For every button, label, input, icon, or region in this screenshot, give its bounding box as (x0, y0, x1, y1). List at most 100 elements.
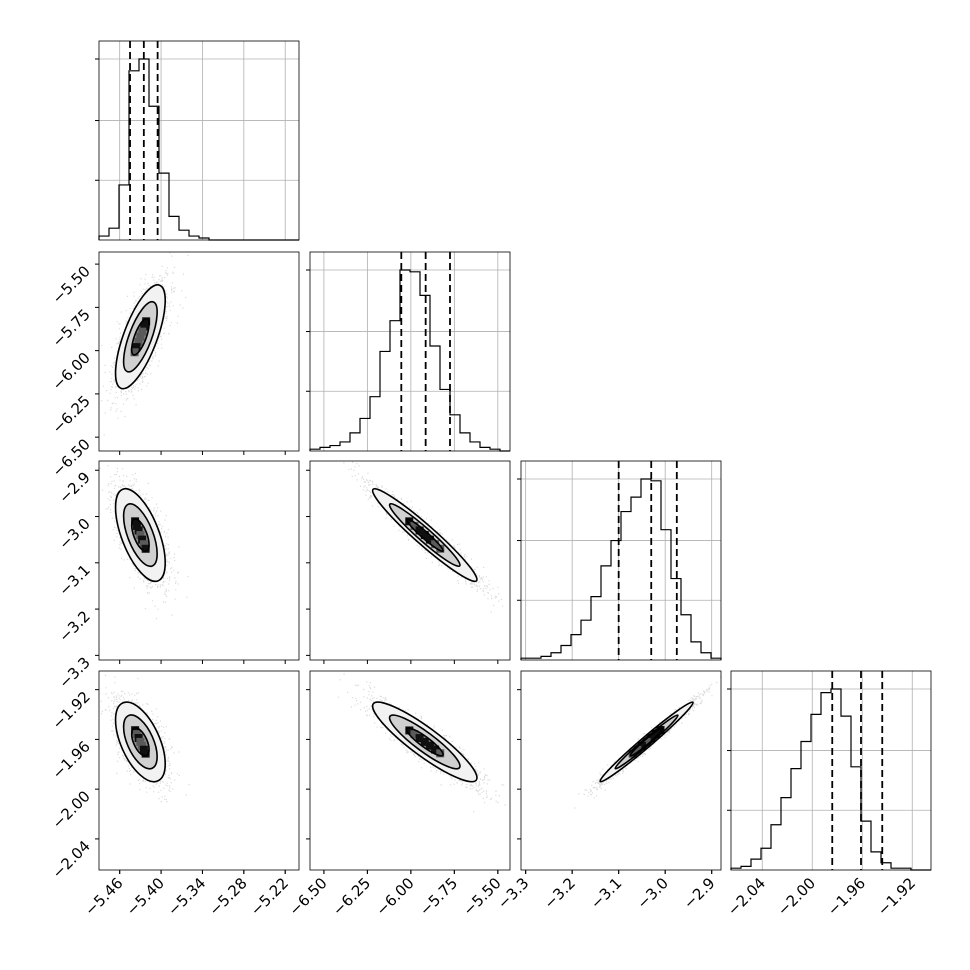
scatter-panel (306, 460, 511, 664)
density-cell (139, 540, 148, 549)
contour-line (130, 518, 150, 553)
x-tick-label: −1.96 (824, 874, 869, 919)
density-cell (436, 544, 445, 553)
density-cell (425, 741, 434, 750)
density-cell (132, 521, 141, 530)
panel-content (101, 252, 189, 436)
x-tick-label: −6.50 (286, 874, 331, 919)
panel-content (574, 676, 721, 809)
y-tick-label: −6.50 (49, 435, 94, 480)
y-tick-label: −2.04 (49, 837, 94, 882)
density-cell (132, 343, 141, 352)
histogram-panel (517, 460, 722, 661)
density-cell (141, 749, 150, 758)
density-cell (647, 733, 656, 742)
contour-line (405, 518, 444, 553)
density-cell (131, 517, 140, 526)
x-tick-label: −3.2 (540, 874, 578, 912)
histogram-steps (309, 269, 510, 452)
contour-line (122, 300, 158, 373)
density-cell (656, 726, 665, 735)
contour-line (599, 701, 694, 783)
y-tick-label: −1.92 (49, 688, 94, 733)
x-tick-label: −2.04 (724, 874, 769, 919)
density-cell (142, 317, 151, 326)
panel-frame (520, 460, 722, 661)
x-tick-label: −3.0 (634, 874, 672, 912)
panel-frame (98, 40, 300, 241)
contour-line (114, 284, 167, 390)
contour-line (130, 317, 150, 356)
density-cell (130, 348, 139, 357)
panel-frame (98, 460, 300, 661)
x-tick-label: −5.75 (416, 874, 461, 919)
contour-line (371, 487, 478, 583)
density-cell (436, 749, 445, 758)
contour-line (629, 727, 664, 757)
x-tick-label: −3.1 (587, 874, 625, 912)
density-cell (141, 544, 150, 553)
x-tick-label: −3.3 (494, 874, 532, 912)
x-tick-label: −5.40 (123, 874, 168, 919)
y-tick-label: −5.75 (49, 305, 94, 350)
panel-content (343, 461, 504, 613)
y-tick-label: −1.96 (49, 738, 94, 783)
density-cell (405, 517, 414, 526)
density-cell (633, 745, 642, 754)
panel-frame (309, 670, 511, 871)
contour-line (371, 701, 478, 783)
density-cell (642, 737, 651, 746)
contour-line (388, 503, 461, 568)
density-cell (431, 540, 440, 549)
density-cell (138, 535, 147, 544)
x-tick-label: −6.25 (329, 874, 374, 919)
density-cell (415, 526, 424, 535)
density-cell (431, 745, 440, 754)
density-cell (637, 741, 646, 750)
x-tick-label: −2.9 (680, 874, 718, 912)
x-tick-label: −2.00 (774, 874, 819, 919)
density-cell (628, 749, 637, 758)
y-tick-label: −3.2 (55, 607, 93, 645)
density-cell (425, 535, 434, 544)
x-tick-label: −6.00 (372, 874, 417, 919)
contour-line (130, 727, 150, 757)
y-tick-label: −3.3 (55, 653, 93, 691)
y-tick-label: −3.1 (55, 561, 93, 599)
contour-line (114, 701, 167, 783)
histogram-panel (306, 251, 511, 452)
x-tick-label: −5.22 (247, 874, 292, 919)
y-tick-label: −3.0 (55, 515, 93, 553)
density-cell (420, 737, 429, 746)
panel-frame (520, 670, 722, 871)
histogram-panel (727, 670, 932, 871)
density-cell (410, 730, 419, 739)
density-cell (405, 726, 414, 735)
scatter-panel (95, 670, 300, 874)
panel-content (99, 465, 189, 620)
x-tick-label: −1.92 (874, 874, 919, 919)
x-tick-label: −5.34 (164, 874, 209, 919)
contour-line (114, 487, 167, 583)
contour-line (388, 714, 461, 770)
density-cell (134, 526, 143, 535)
histogram-panel (95, 40, 300, 241)
density-cell (134, 337, 143, 346)
scatter-panel (95, 251, 300, 455)
y-tick-label: −2.00 (49, 787, 94, 832)
density-cell (651, 729, 660, 738)
panel-frame (98, 251, 300, 452)
histogram-steps (520, 478, 722, 660)
density-cell (415, 734, 424, 743)
contour-line (122, 503, 158, 568)
histogram-steps (98, 58, 299, 241)
density-cell (136, 332, 145, 341)
y-tick-label: −6.00 (49, 349, 94, 394)
scatter-panel (517, 670, 722, 874)
contour-line (122, 714, 158, 770)
scatter-panel (95, 460, 300, 664)
y-tick-label: −6.25 (49, 392, 94, 437)
density-cell (410, 521, 419, 530)
panel-content (337, 673, 506, 813)
